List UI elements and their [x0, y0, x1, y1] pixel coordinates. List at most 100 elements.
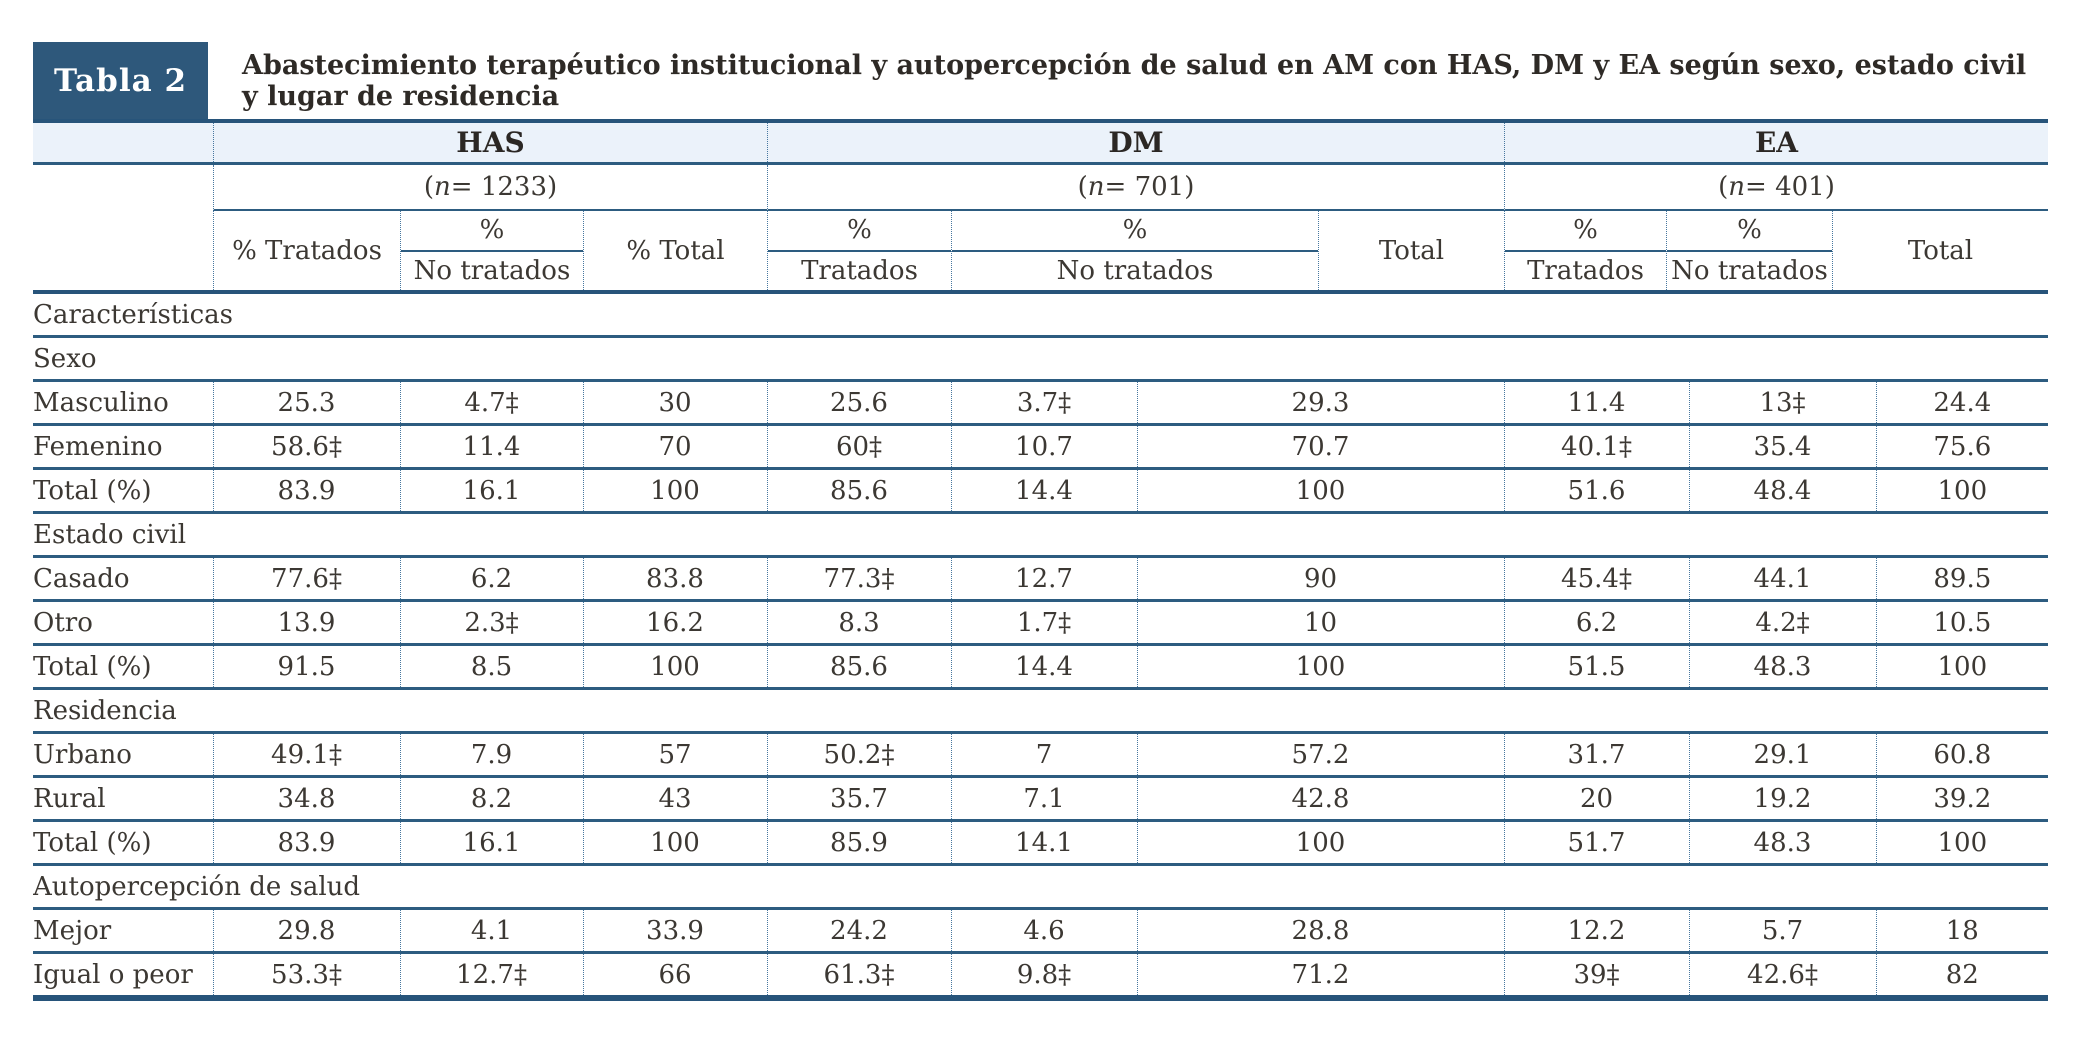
no-tratados-label: No tratados	[413, 255, 571, 286]
value-cell: 53.3‡	[212, 952, 400, 1001]
value-cell: 10.7	[950, 424, 1137, 470]
value-cell: 48.4	[1688, 468, 1876, 514]
value-cell: 9.8‡	[950, 952, 1137, 1001]
row-label: Otro	[33, 600, 213, 646]
value-cell: 7.9	[399, 732, 583, 778]
value-cell: 28.8	[1136, 908, 1504, 954]
value-cell: 11.4	[399, 424, 583, 470]
row-label: Casado	[33, 556, 213, 602]
section-label: Residencia	[33, 688, 2049, 734]
no-tratados-label: No tratados	[1671, 255, 1828, 286]
n-symbol: n	[1087, 172, 1105, 202]
percent-label: %	[1122, 215, 1148, 246]
value-cell: 42.6‡	[1688, 952, 1876, 1001]
value-cell: 33.9	[582, 908, 767, 954]
value-cell: 85.9	[766, 820, 951, 866]
value-cell: 48.3	[1688, 644, 1876, 690]
n-value: = 701)	[1104, 172, 1195, 202]
row-label: Rural	[33, 776, 213, 822]
value-cell: 83.9	[212, 468, 400, 514]
group-header-dm: DM	[767, 123, 1504, 162]
value-cell: 6.2	[399, 556, 583, 602]
col-dm-no-tratados: % No tratados	[951, 211, 1318, 290]
data-table: Características Sexo Masculino 25.3 4.7‡ 30 25…	[33, 294, 2049, 1001]
value-cell: 100	[582, 468, 767, 514]
value-cell: 4.2‡	[1688, 600, 1876, 646]
value-cell: 24.4	[1875, 380, 2049, 426]
value-cell: 12.7	[950, 556, 1137, 602]
value-cell: 51.7	[1503, 820, 1689, 866]
col-has-total: % Total	[583, 211, 767, 290]
value-cell: 57.2	[1136, 732, 1504, 778]
header-divider-rule	[952, 249, 1318, 252]
table-row: Igual o peor 53.3‡ 12.7‡ 66 61.3‡ 9.8‡ 71.2 39‡…	[33, 952, 2049, 1001]
table-title: Abastecimiento terapéutico institucional…	[242, 49, 2027, 112]
table-row: Femenino 58.6‡ 11.4 70 60‡ 10.7 70.7 40.1‡ 35.4 7…	[33, 424, 2049, 470]
value-cell: 8.2	[399, 776, 583, 822]
value-cell: 25.6	[766, 380, 951, 426]
row-label: Total (%)	[33, 644, 213, 690]
table-row: Otro 13.9 2.3‡ 16.2 8.3 1.7‡ 10 6.2 4.2‡ 10.5	[33, 600, 2049, 646]
value-cell: 5.7	[1688, 908, 1876, 954]
col-ea-no-tratados: % No tratados	[1666, 211, 1832, 290]
section-row: Características	[33, 294, 2049, 338]
value-cell: 10	[1136, 600, 1504, 646]
value-cell: 8.5	[399, 644, 583, 690]
value-cell: 100	[582, 644, 767, 690]
row-label: Masculino	[33, 380, 213, 426]
group-header-row: HAS DM EA	[33, 123, 2048, 165]
col-ea-total: Total	[1832, 211, 2048, 290]
section-label: Autopercepción de salud	[33, 864, 2049, 910]
value-cell: 77.6‡	[212, 556, 400, 602]
row-label: Total (%)	[33, 820, 213, 866]
value-cell: 89.5	[1875, 556, 2049, 602]
value-cell: 16.2	[582, 600, 767, 646]
value-cell: 14.1	[950, 820, 1137, 866]
percent-label: %	[479, 215, 505, 246]
value-cell: 39.2	[1875, 776, 2049, 822]
tratados-label: Tratados	[1527, 255, 1644, 286]
value-cell: 85.6	[766, 468, 951, 514]
header-divider-rule	[1667, 249, 1832, 252]
value-cell: 13.9	[212, 600, 400, 646]
col-has-tratados: % Tratados	[213, 211, 400, 290]
value-cell: 25.3	[212, 380, 400, 426]
group-header-has: HAS	[213, 123, 767, 162]
table-row: Mejor 29.8 4.1 33.9 24.2 4.6 28.8 12.2 5.7 18	[33, 908, 2049, 954]
row-label: Total (%)	[33, 468, 213, 514]
column-labels-spacer	[33, 211, 213, 290]
table-body: Características Sexo Masculino 25.3 4.7‡ 30 25…	[33, 294, 2049, 1001]
table-row: Total (%) 83.9 16.1 100 85.6 14.4 100 51.6 48.4 1…	[33, 468, 2049, 514]
value-cell: 57	[582, 732, 767, 778]
value-cell: 29.8	[212, 908, 400, 954]
table-row: Rural 34.8 8.2 43 35.7 7.1 42.8 20 19.2 39.2	[33, 776, 2049, 822]
value-cell: 60.8	[1875, 732, 2049, 778]
percent-label: %	[1573, 215, 1598, 246]
value-cell: 34.8	[212, 776, 400, 822]
value-cell: 60‡	[766, 424, 951, 470]
group-header-spacer	[33, 123, 213, 162]
sample-size-row: (n = 1233) (n = 701) (n = 401)	[33, 165, 2048, 211]
value-cell: 71.2	[1136, 952, 1504, 1001]
tratados-label: Tratados	[801, 255, 918, 286]
value-cell: 100	[1136, 468, 1504, 514]
percent-label: %	[847, 215, 872, 246]
value-cell: 43	[582, 776, 767, 822]
value-cell: 29.1	[1688, 732, 1876, 778]
col-has-no-tratados: % No tratados	[400, 211, 583, 290]
value-cell: 35.4	[1688, 424, 1876, 470]
value-cell: 10.5	[1875, 600, 2049, 646]
header-divider-rule	[401, 249, 583, 252]
value-cell: 13‡	[1688, 380, 1876, 426]
value-cell: 11.4	[1503, 380, 1689, 426]
value-cell: 3.7‡	[950, 380, 1137, 426]
table-caption: Tabla 2 Abastecimiento terapéutico insti…	[33, 42, 2048, 119]
value-cell: 51.5	[1503, 644, 1689, 690]
column-labels-row: % Tratados % No tratados % Total % Trata…	[33, 211, 2048, 294]
value-cell: 42.8	[1136, 776, 1504, 822]
value-cell: 14.4	[950, 644, 1137, 690]
value-cell: 48.3	[1688, 820, 1876, 866]
value-cell: 39‡	[1503, 952, 1689, 1001]
value-cell: 2.3‡	[399, 600, 583, 646]
